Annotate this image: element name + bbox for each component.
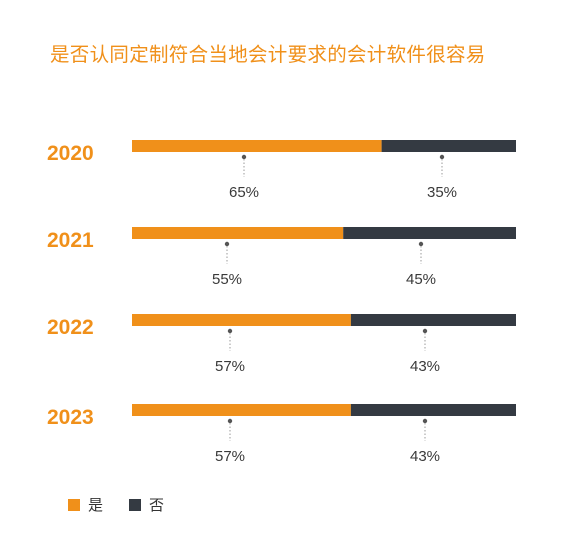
bar-segment-2020-yes: [132, 140, 382, 152]
legend-item-no: 否: [129, 494, 164, 515]
year-label-2020: 2020: [47, 142, 94, 165]
data-label-2023-no: 43%: [410, 448, 440, 465]
leader-dot-2022-no: [422, 328, 428, 334]
data-label-2022-no: 43%: [410, 358, 440, 375]
year-label-2022: 2022: [47, 316, 94, 339]
leader-dot-2020-yes: [241, 154, 247, 160]
data-label-2022-yes: 57%: [215, 358, 245, 375]
leader-dot-2021-yes: [224, 241, 230, 247]
data-label-2021-yes: 55%: [212, 271, 242, 288]
data-label-2021-no: 45%: [406, 271, 436, 288]
stacked-bar-chart: 2020 65% 35% 2021 55% 45% 2022 57% 43% 2023 57% 43%: [47, 140, 516, 465]
bar-segment-2020-no: [381, 140, 516, 152]
bar-segment-2022-no: [350, 314, 516, 326]
legend: 是 否: [68, 494, 190, 515]
data-label-2020-no: 35%: [427, 184, 457, 201]
year-label-2023: 2023: [47, 406, 94, 429]
data-label-2020-yes: 65%: [229, 184, 259, 201]
bar-segment-2023-no: [350, 404, 516, 416]
bar-segment-2023-yes: [132, 404, 351, 416]
leader-dot-2020-no: [439, 154, 445, 160]
bar-segment-2022-yes: [132, 314, 351, 326]
legend-label-no: 否: [149, 496, 165, 514]
legend-swatch-no: [129, 498, 142, 511]
legend-item-yes: 是: [68, 494, 103, 515]
year-label-2021: 2021: [47, 229, 94, 252]
bar-segment-2021-yes: [132, 227, 344, 239]
chart-title: 是否认同定制符合当地会计要求的会计软件很容易: [50, 43, 486, 66]
data-label-2023-yes: 57%: [215, 448, 245, 465]
legend-label-yes: 是: [88, 496, 104, 514]
leader-dot-2023-no: [422, 418, 428, 424]
leader-dot-2021-no: [418, 241, 424, 247]
leader-dot-2023-yes: [227, 418, 233, 424]
leader-dot-2022-yes: [227, 328, 233, 334]
bar-segment-2021-no: [343, 227, 516, 239]
legend-swatch-yes: [68, 498, 80, 511]
